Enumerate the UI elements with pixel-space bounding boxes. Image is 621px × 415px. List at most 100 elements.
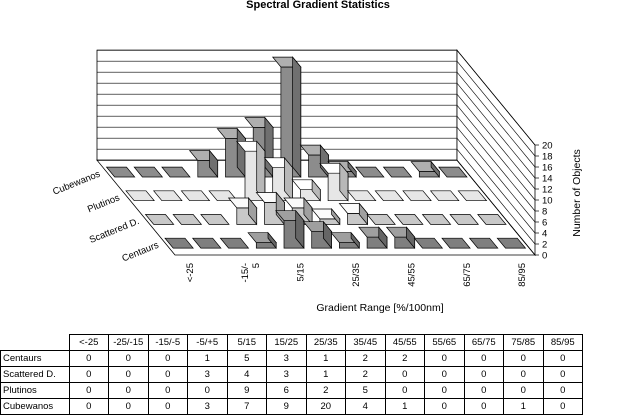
chart-gridlines: [97, 49, 536, 245]
floor: [96, 159, 536, 256]
table-column-header: -15/-5: [147, 334, 188, 351]
bar-centaurs-4: [275, 209, 305, 250]
table-cell: 6: [266, 382, 307, 399]
bar-plutinos-5: [263, 156, 294, 202]
table-cell: 0: [424, 398, 465, 415]
z-tick-label: 6: [542, 218, 547, 229]
bar-scattered-d--10: [421, 214, 452, 225]
x-tick-label: 25/35: [351, 263, 362, 287]
table-cell: 0: [147, 382, 188, 399]
gridline: [97, 148, 536, 245]
data-table: <-25 -25/-15 -15/-5 -5/+5 5/15 15/25 25/35 35/4…: [0, 334, 583, 415]
table-column-header: 85/95: [542, 334, 583, 351]
table-column-header: 55/65: [424, 334, 465, 351]
table-cell: 1: [187, 350, 228, 367]
bar-centaurs-2: [219, 237, 250, 249]
bar-plutinos-0: [125, 190, 155, 202]
bar-scattered-d--9: [394, 214, 424, 225]
table-corner: [0, 334, 70, 351]
bar-scattered-d--7: [338, 202, 369, 226]
table-cell: 0: [542, 382, 583, 399]
gridline: [97, 60, 536, 157]
table-cell: 0: [463, 350, 504, 367]
gridline: [97, 82, 536, 179]
table-column-header: 25/35: [305, 334, 346, 351]
bar-centaurs-12: [496, 237, 527, 249]
table-cell: 0: [384, 366, 425, 383]
bar-scattered-d--8: [366, 214, 396, 225]
z-tick-label: 20: [542, 141, 553, 152]
x-axis-ticks: <-25 -15/-5 5/15 25/35 45/55 65/75 85/95: [185, 263, 528, 287]
table-cell: 0: [503, 366, 544, 383]
table-cell: 3: [187, 398, 228, 415]
table-cell: 0: [463, 382, 504, 399]
table-cell: 0: [147, 350, 188, 367]
bar-plutinos-6: [291, 178, 322, 202]
z-tick-label: 4: [542, 229, 547, 240]
bar-plutinos-10: [402, 190, 432, 202]
gridline: [97, 137, 536, 234]
table-row-header: Scattered D.: [0, 366, 70, 383]
chart-bars: [105, 56, 527, 250]
table-cell: 0: [108, 366, 149, 383]
z-tick-label: 16: [542, 163, 553, 174]
bar-centaurs-6: [330, 231, 361, 250]
series-label: Plutinos: [86, 192, 122, 215]
table-cell: 0: [463, 366, 504, 383]
bar-plutinos-2: [180, 190, 211, 202]
bar-centaurs-1: [191, 237, 222, 249]
x-tick-label: 5/15: [296, 263, 307, 282]
table-cell: 20: [305, 398, 346, 415]
series-label: Scattered D.: [88, 216, 141, 246]
z-tick-label: 18: [542, 152, 553, 163]
gridline: [97, 71, 536, 168]
table-cell: 0: [384, 382, 425, 399]
z-tick-label: 10: [542, 196, 553, 207]
x-tick-label: 45/55: [406, 263, 417, 287]
z-tick-label: 12: [542, 185, 553, 196]
bar-centaurs-5: [302, 220, 333, 250]
table-cell: 0: [463, 398, 504, 415]
bar-centaurs-0: [164, 237, 194, 249]
bar-centaurs-7: [358, 226, 388, 250]
bar-cubewanos-12: [438, 166, 468, 178]
table-cell: 0: [503, 382, 544, 399]
table-row: Centaurs 0 0 0 1 5 3 1 2 2 0 0 0 0: [0, 350, 583, 367]
table-cell: 3: [266, 366, 307, 383]
table-cell: 0: [424, 366, 465, 383]
table-cell: 9: [226, 382, 267, 399]
table-row-header: Centaurs: [0, 350, 70, 367]
table-row: Plutinos 0 0 0 0 9 6 2 5 0 0 0 0 0: [0, 382, 583, 399]
table-cell: 5: [226, 350, 267, 367]
bar-cubewanos-7: [299, 144, 330, 178]
x-tick-label: 65/75: [462, 263, 473, 287]
z-tick-label: 8: [542, 207, 547, 218]
table-cell: 0: [147, 366, 188, 383]
x-tick-label: -15/-5: [240, 263, 262, 283]
table-cell: 0: [503, 350, 544, 367]
table-cell: 7: [226, 398, 267, 415]
table-cell: 2: [305, 382, 346, 399]
bar-plutinos-12: [457, 190, 488, 202]
table-row-header: Plutinos: [0, 382, 70, 399]
gridline: [97, 93, 536, 190]
bar-plutinos-9: [374, 190, 405, 202]
table-column-header: 65/75: [463, 334, 504, 351]
bar-plutinos-1: [152, 190, 183, 202]
x-tick-label: 85/95: [517, 263, 528, 287]
bar-centaurs-9: [413, 237, 444, 249]
gridline: [97, 49, 536, 146]
table-cell: 4: [226, 366, 267, 383]
bar-plutinos-7: [319, 162, 349, 202]
bar-centaurs-8: [385, 226, 416, 250]
table-body: Centaurs 0 0 0 1 5 3 1 2 2 0 0 0 0 Scattered D. 0 0 0 3 4 3 1…: [0, 350, 583, 415]
table-cell: 0: [424, 350, 465, 367]
bar-scattered-d--4: [255, 191, 286, 226]
table-cell: 0: [147, 398, 188, 415]
x-tick-label: <-25: [185, 263, 196, 282]
table-cell: 3: [187, 366, 228, 383]
bar-cubewanos-10: [382, 166, 413, 178]
table-cell: 2: [384, 350, 425, 367]
table-cell: 0: [542, 398, 583, 415]
